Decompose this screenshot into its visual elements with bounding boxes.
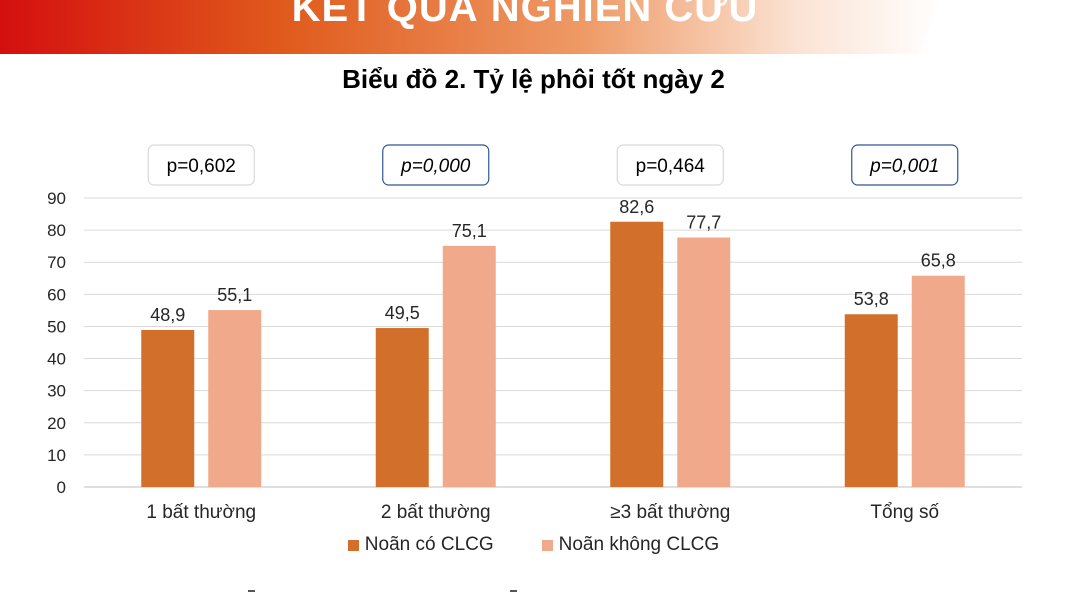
data-label: 49,5 xyxy=(385,303,420,323)
x-tick-label: ≥3 bất thường xyxy=(610,502,730,523)
x-tick-label: Tổng số xyxy=(870,502,939,523)
y-tick-label: 60 xyxy=(47,285,66,304)
y-tick-label: 40 xyxy=(47,350,66,369)
chart-title: Biểu đồ 2. Tỷ lệ phôi tốt ngày 2 xyxy=(342,64,725,94)
footer-mark xyxy=(510,590,517,592)
header-title: KẾT QUẢ NGHIÊN CỨU xyxy=(291,0,759,30)
p-value-box xyxy=(851,144,959,186)
y-tick-label: 50 xyxy=(47,317,66,336)
chart-legend: Noãn có CLCG Noãn không CLCG xyxy=(0,534,1067,556)
bar-2 xyxy=(208,310,262,487)
bar-2 xyxy=(442,245,496,487)
legend-swatch-series-2 xyxy=(541,539,553,551)
p-value-box xyxy=(382,144,490,186)
bar-2 xyxy=(911,275,965,487)
y-tick-label: 10 xyxy=(47,446,66,465)
y-tick-label: 20 xyxy=(47,414,66,433)
legend-swatch-series-1 xyxy=(347,539,359,551)
legend-item-series-2: Noãn không CLCG xyxy=(541,534,720,556)
data-label: 65,8 xyxy=(921,251,956,271)
bar-1 xyxy=(844,314,898,487)
data-label: 53,8 xyxy=(854,289,889,309)
data-label: 55,1 xyxy=(217,285,252,305)
bar-1 xyxy=(141,329,195,487)
footer-mark xyxy=(248,590,255,592)
y-tick-label: 90 xyxy=(47,189,66,208)
y-tick-label: 30 xyxy=(47,382,66,401)
bar-1 xyxy=(375,328,429,487)
legend-label-series-2: Noãn không CLCG xyxy=(558,534,720,555)
p-value-text: p=0,000 xyxy=(400,156,471,177)
bar-1 xyxy=(610,221,664,488)
legend-label-series-1: Noãn có CLCG xyxy=(364,534,494,555)
p-value-text: p=0,602 xyxy=(167,156,236,177)
header-banner: KẾT QUẢ NGHIÊN CỨU xyxy=(0,0,940,54)
x-tick-label: 1 bất thường xyxy=(146,502,256,523)
data-label: 48,9 xyxy=(150,305,185,325)
p-value-text: p=0,001 xyxy=(869,156,939,177)
y-tick-label: 70 xyxy=(47,253,66,272)
data-label: 82,6 xyxy=(619,197,654,217)
y-tick-label: 0 xyxy=(57,478,66,497)
cropped-footer-marks xyxy=(0,590,1067,600)
data-label: 77,7 xyxy=(686,212,721,232)
x-tick-label: 2 bất thường xyxy=(381,502,491,523)
p-value-text: p=0,464 xyxy=(636,156,706,177)
bar-2 xyxy=(677,237,731,487)
p-value-box xyxy=(616,144,724,186)
y-tick-label: 80 xyxy=(47,221,66,240)
legend-item-series-1: Noãn có CLCG xyxy=(347,534,494,556)
p-value-box xyxy=(147,144,255,186)
data-label: 75,1 xyxy=(452,221,487,241)
